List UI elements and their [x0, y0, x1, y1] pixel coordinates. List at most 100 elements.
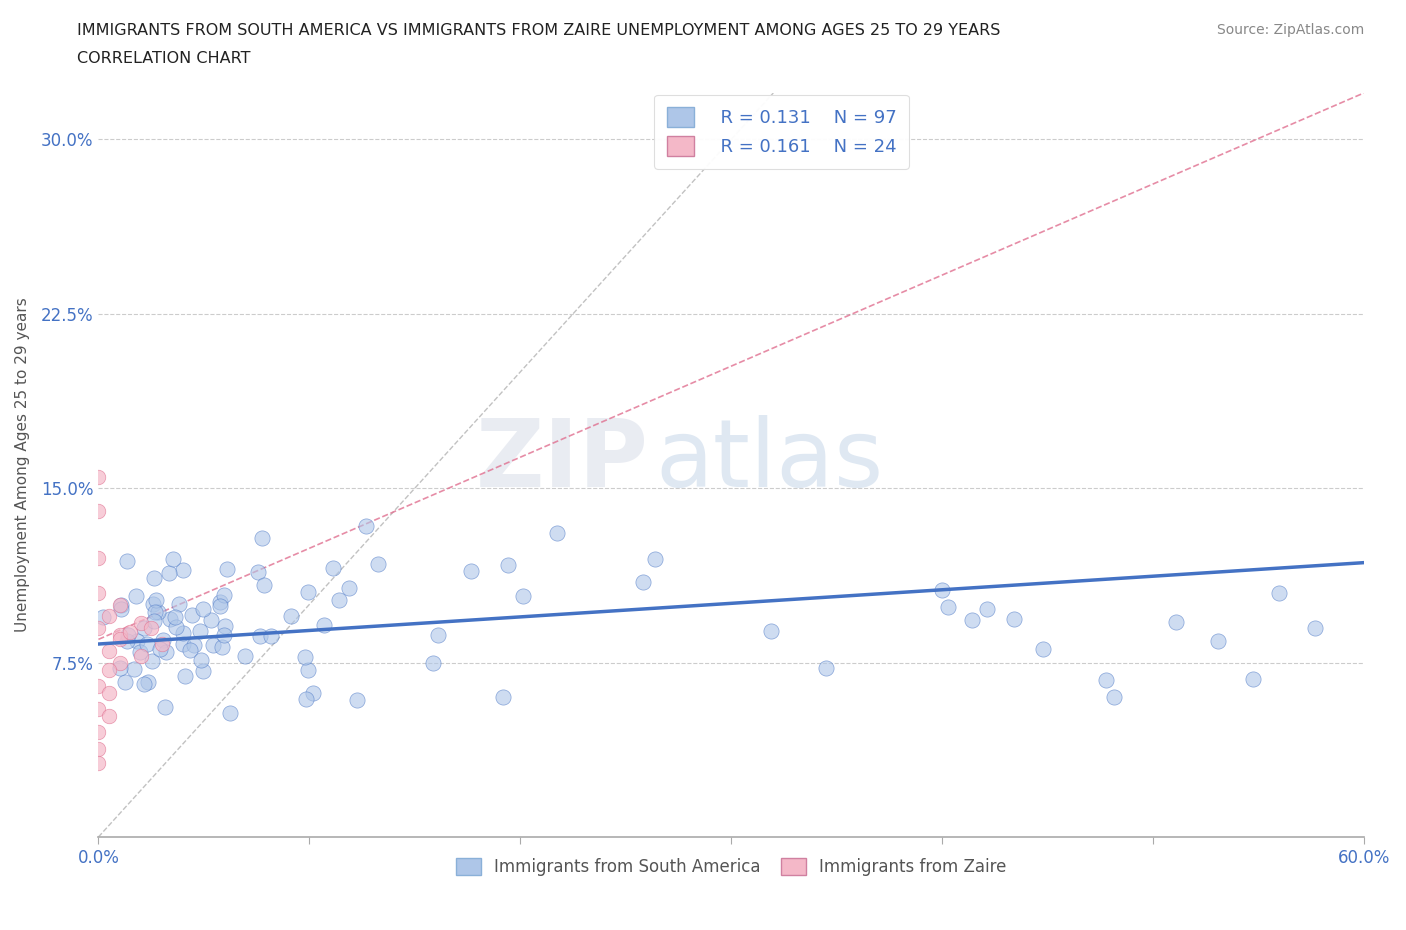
- Point: [211, 639, 233, 654]
- Point: [191, 664, 214, 679]
- Point: [87, 725, 110, 740]
- Point: [122, 661, 145, 676]
- Point: [1206, 634, 1229, 649]
- Point: [181, 607, 204, 622]
- Point: [976, 602, 998, 617]
- Point: [143, 604, 166, 619]
- Point: [179, 643, 201, 658]
- Point: [172, 637, 194, 652]
- Point: [143, 613, 166, 628]
- Point: [87, 586, 110, 601]
- Point: [87, 741, 110, 756]
- Point: [117, 628, 139, 643]
- Point: [165, 619, 187, 634]
- Point: [120, 625, 141, 640]
- Point: [98, 662, 121, 677]
- Point: [337, 580, 360, 595]
- Point: [145, 592, 167, 607]
- Text: ZIP: ZIP: [477, 416, 648, 507]
- Point: [212, 588, 235, 603]
- Point: [496, 557, 519, 572]
- Point: [110, 598, 132, 613]
- Point: [108, 597, 131, 612]
- Point: [169, 597, 191, 612]
- Point: [174, 669, 197, 684]
- Point: [129, 616, 152, 631]
- Point: [1032, 642, 1054, 657]
- Point: [492, 690, 515, 705]
- Point: [108, 656, 131, 671]
- Point: [136, 637, 159, 652]
- Point: [200, 613, 222, 628]
- Point: [172, 626, 194, 641]
- Point: [108, 628, 131, 643]
- Point: [172, 563, 194, 578]
- Point: [138, 675, 160, 690]
- Text: IMMIGRANTS FROM SOUTH AMERICA VS IMMIGRANTS FROM ZAIRE UNEMPLOYMENT AMONG AGES 2: IMMIGRANTS FROM SOUTH AMERICA VS IMMIGRA…: [77, 23, 1001, 38]
- Point: [633, 575, 655, 590]
- Point: [1268, 585, 1291, 600]
- Point: [1095, 672, 1118, 687]
- Point: [322, 561, 344, 576]
- Point: [98, 644, 121, 658]
- Point: [512, 589, 534, 604]
- Point: [87, 679, 110, 694]
- Point: [233, 649, 256, 664]
- Point: [125, 589, 148, 604]
- Point: [153, 699, 176, 714]
- Point: [132, 620, 155, 635]
- Point: [294, 692, 316, 707]
- Point: [129, 644, 152, 659]
- Point: [260, 628, 283, 643]
- Point: [98, 685, 121, 700]
- Point: [312, 618, 335, 632]
- Point: [87, 551, 110, 565]
- Point: [188, 624, 211, 639]
- Point: [143, 571, 166, 586]
- Point: [98, 609, 121, 624]
- Point: [159, 565, 181, 580]
- Text: CORRELATION CHART: CORRELATION CHART: [77, 51, 250, 66]
- Point: [87, 620, 110, 635]
- Point: [246, 565, 269, 579]
- Point: [141, 620, 163, 635]
- Point: [208, 598, 231, 613]
- Point: [814, 661, 837, 676]
- Point: [644, 551, 666, 566]
- Point: [367, 556, 389, 571]
- Point: [250, 530, 273, 545]
- Point: [201, 638, 224, 653]
- Point: [761, 623, 783, 638]
- Point: [150, 637, 173, 652]
- Point: [328, 592, 350, 607]
- Point: [1166, 615, 1188, 630]
- Point: [152, 633, 174, 648]
- Point: [183, 637, 205, 652]
- Point: [141, 653, 163, 668]
- Y-axis label: Unemployment Among Ages 25 to 29 years: Unemployment Among Ages 25 to 29 years: [15, 298, 30, 632]
- Point: [87, 469, 110, 484]
- Point: [302, 685, 325, 700]
- Legend: Immigrants from South America, Immigrants from Zaire: Immigrants from South America, Immigrant…: [447, 850, 1015, 884]
- Point: [356, 518, 378, 533]
- Text: atlas: atlas: [655, 416, 883, 507]
- Point: [98, 709, 121, 724]
- Point: [1305, 621, 1327, 636]
- Point: [115, 633, 138, 648]
- Point: [142, 597, 165, 612]
- Point: [931, 582, 953, 597]
- Point: [87, 504, 110, 519]
- Point: [422, 656, 444, 671]
- Point: [115, 553, 138, 568]
- Point: [155, 644, 177, 659]
- Point: [159, 611, 181, 626]
- Point: [110, 602, 132, 617]
- Point: [91, 609, 114, 624]
- Point: [162, 551, 184, 566]
- Point: [218, 705, 240, 720]
- Text: Source: ZipAtlas.com: Source: ZipAtlas.com: [1216, 23, 1364, 37]
- Point: [148, 604, 170, 619]
- Point: [346, 693, 368, 708]
- Point: [294, 650, 316, 665]
- Point: [125, 634, 148, 649]
